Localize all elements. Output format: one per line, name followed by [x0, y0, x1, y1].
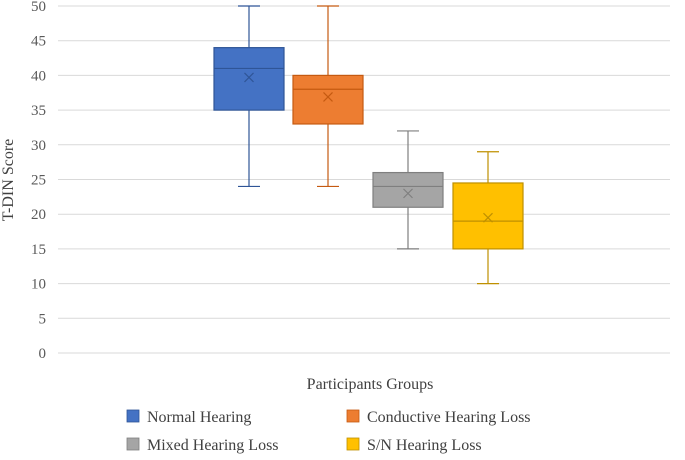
- iqr-box: [292, 74, 364, 125]
- y-axis-tick-labels: 0 5 10 15 20 25 30 35 40 45 50: [31, 0, 46, 362]
- y-tick-label: 10: [31, 277, 46, 293]
- iqr-box: [213, 47, 285, 111]
- mean-marker: [323, 91, 333, 102]
- legend-label: Mixed Hearing Loss: [147, 437, 279, 454]
- y-tick-label: 25: [31, 173, 46, 189]
- y-tick-label: 20: [31, 207, 46, 223]
- legend-swatch: [346, 409, 360, 423]
- y-tick-label: 0: [39, 346, 47, 362]
- legend-swatch: [126, 409, 140, 423]
- box-1: [213, 5, 285, 188]
- y-tick-label: 35: [31, 103, 46, 119]
- box-2: [292, 5, 364, 188]
- mean-marker: [403, 188, 413, 199]
- legend-item: Mixed Hearing Loss: [126, 437, 279, 454]
- y-tick-label: 45: [31, 34, 46, 50]
- y-tick-label: 5: [39, 311, 47, 327]
- iqr-box: [452, 182, 524, 250]
- legend-label: Normal Hearing: [147, 409, 251, 426]
- mean-marker: [483, 212, 493, 223]
- box-4: [452, 151, 524, 285]
- y-axis-title: T-DIN Score: [0, 139, 17, 222]
- box-3: [372, 130, 444, 250]
- x-axis-title: Participants Groups: [307, 376, 434, 393]
- y-tick-label: 15: [31, 242, 46, 258]
- legend-label: S/N Hearing Loss: [367, 437, 482, 454]
- legend-label: Conductive Hearing Loss: [367, 409, 531, 426]
- gridlines: [58, 5, 670, 354]
- legend: Normal Hearing Conductive Hearing Loss Mix…: [126, 409, 531, 454]
- legend-swatch: [126, 437, 140, 451]
- mean-marker: [244, 72, 254, 83]
- y-tick-label: 50: [31, 0, 46, 15]
- y-tick-label: 30: [31, 138, 46, 154]
- legend-item: S/N Hearing Loss: [346, 437, 482, 454]
- legend-swatch: [346, 437, 360, 451]
- iqr-box: [372, 171, 444, 208]
- legend-item: Normal Hearing: [126, 409, 251, 426]
- y-tick-label: 40: [31, 68, 46, 84]
- legend-item: Conductive Hearing Loss: [346, 409, 531, 426]
- box-series: [213, 5, 524, 285]
